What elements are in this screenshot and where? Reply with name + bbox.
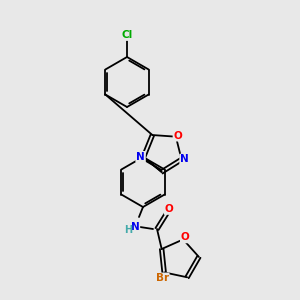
Text: N: N [130,222,140,232]
Text: Cl: Cl [122,30,133,40]
Text: Br: Br [156,273,169,284]
Text: N: N [136,152,145,162]
Text: O: O [165,204,173,214]
Text: H: H [124,225,132,235]
Text: O: O [173,131,182,141]
Text: N: N [180,154,189,164]
Text: O: O [181,232,190,242]
